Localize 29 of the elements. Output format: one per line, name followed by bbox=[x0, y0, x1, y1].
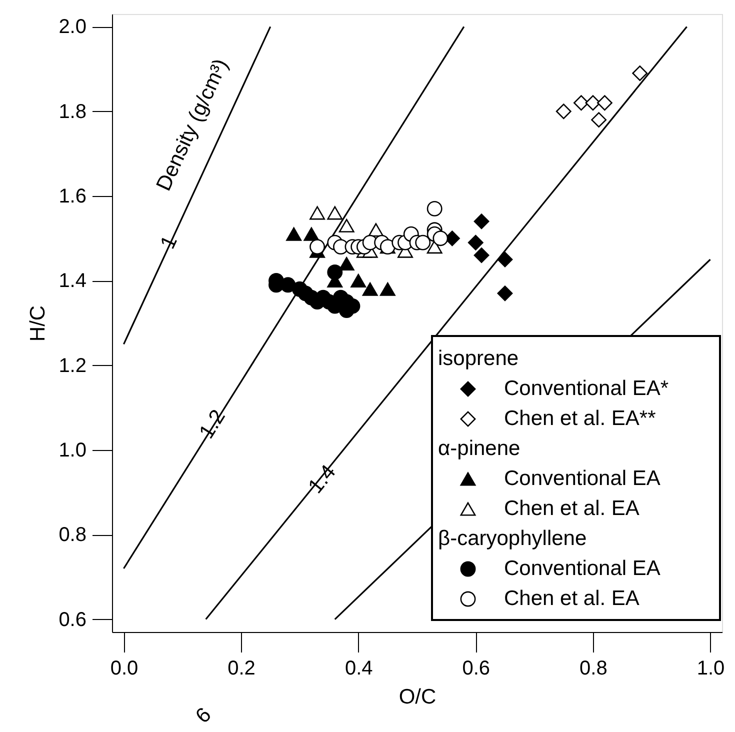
legend-label: Chen et al. EA bbox=[504, 587, 640, 610]
x-tick-label: 0.4 bbox=[344, 658, 373, 680]
annotation: β-caryophyllene bbox=[438, 527, 587, 550]
x-tick-label: 0.6 bbox=[462, 658, 490, 680]
legend-label: Chen et al. EA bbox=[504, 497, 640, 520]
x-axis-title: O/C bbox=[398, 686, 436, 708]
y-axis-title: H/C bbox=[26, 305, 50, 342]
x-tick-label: 0.0 bbox=[110, 658, 138, 680]
legend-label: Chen et al. EA** bbox=[504, 407, 656, 430]
text: 6 bbox=[191, 703, 216, 728]
y-tick-label: 1.4 bbox=[58, 270, 86, 292]
legend-label: Conventional EA bbox=[504, 467, 660, 490]
y-tick-label: 2.0 bbox=[58, 16, 86, 38]
x-tick-label: 1.0 bbox=[696, 658, 725, 680]
x-tick-label: 0.2 bbox=[228, 658, 256, 680]
annotation: isoprene bbox=[438, 347, 519, 370]
annotation: 1 bbox=[156, 232, 182, 252]
y-tick-label: 0.6 bbox=[58, 608, 86, 631]
legend-label: Conventional EA bbox=[504, 557, 660, 580]
y-tick-label: 1.2 bbox=[58, 354, 86, 377]
annotation: 1.2 bbox=[194, 406, 230, 443]
y-tick-label: 0.8 bbox=[58, 524, 86, 546]
annotation: α-pinene bbox=[438, 437, 520, 460]
legend-label: Conventional EA* bbox=[504, 377, 669, 400]
y-tick-label: 1.0 bbox=[58, 439, 86, 462]
x-tick-label: 0.8 bbox=[580, 658, 608, 680]
y-tick-label: 1.6 bbox=[58, 186, 86, 208]
y-tick-label: 1.8 bbox=[58, 100, 86, 123]
annotation: 1.4 bbox=[304, 460, 341, 498]
